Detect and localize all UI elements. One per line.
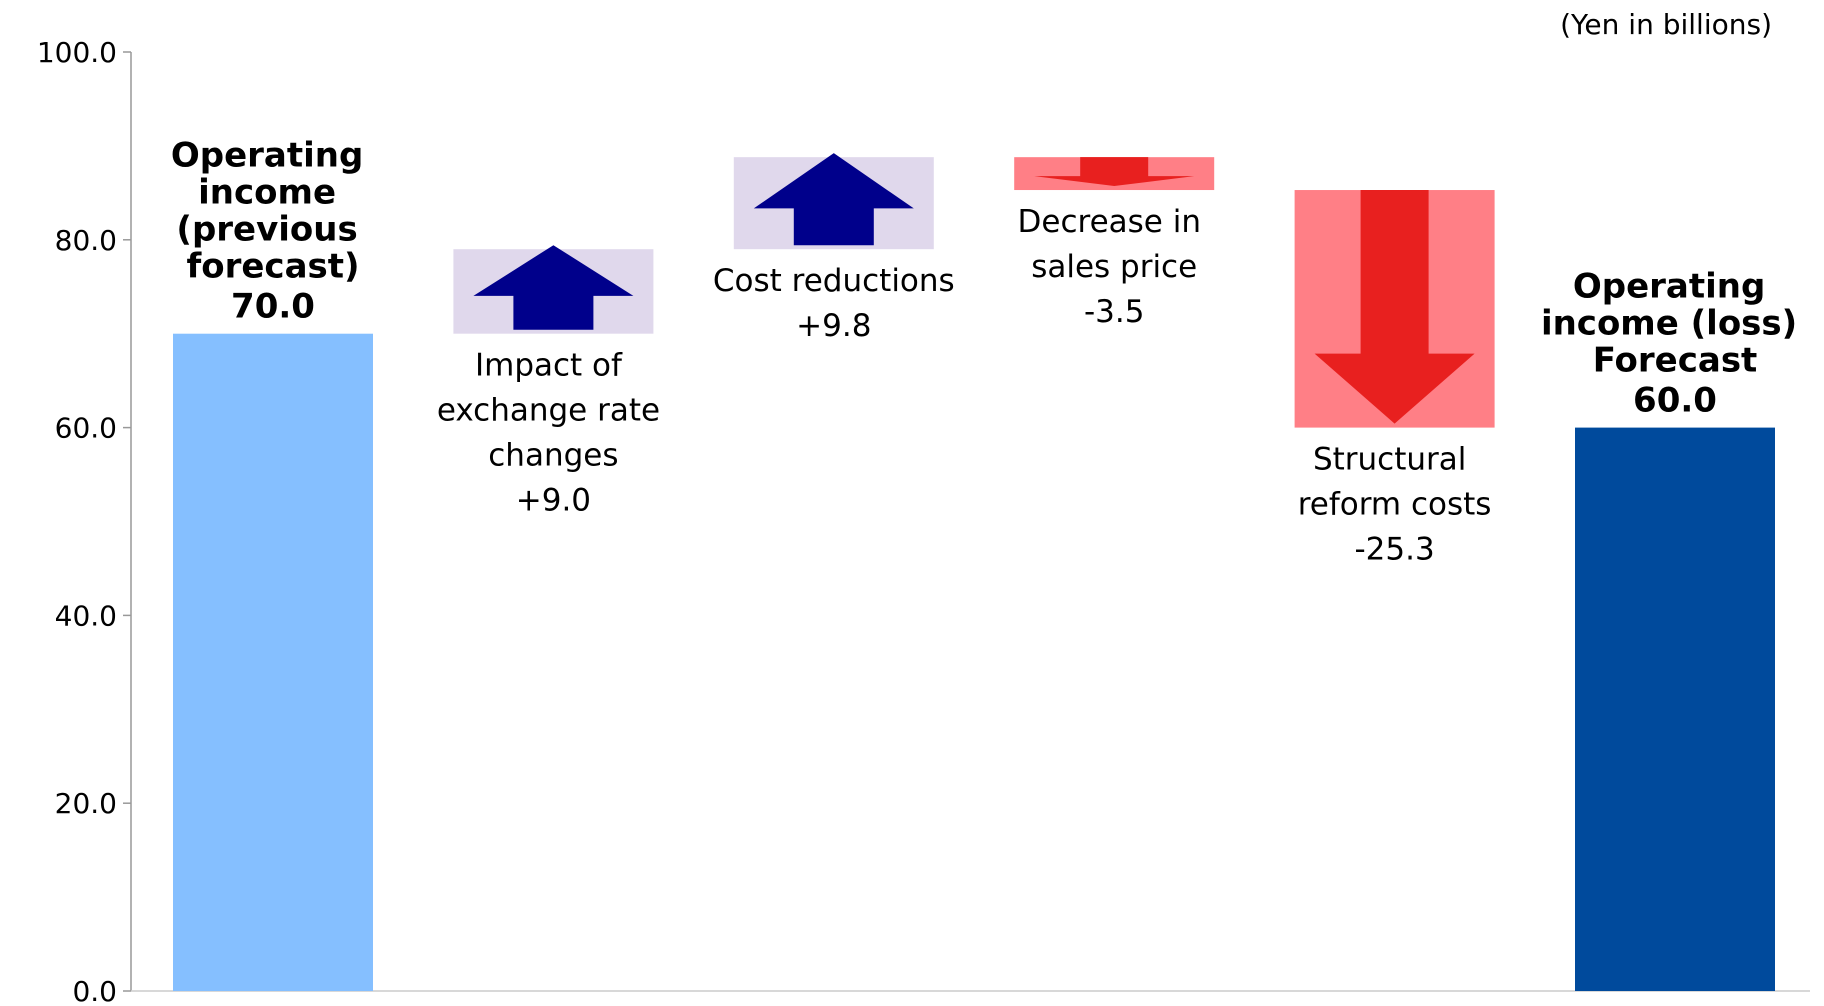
category-label: Structural reform costs (1298, 442, 1492, 523)
value-label: 60.0 (1633, 381, 1717, 421)
unit-label: (Yen in billions) (1560, 8, 1772, 41)
value-label: -25.3 (1354, 532, 1434, 568)
down-arrow (1314, 190, 1475, 424)
value-label: 70.0 (231, 287, 315, 327)
value-label: +9.8 (796, 308, 871, 344)
category-label: Cost reductions (713, 263, 955, 299)
total-bar (173, 333, 373, 991)
y-tick-label: 100.0 (37, 36, 117, 69)
category-label: Impact of exchange rate changes (437, 348, 670, 474)
value-label: +9.0 (516, 483, 591, 519)
y-tick-label: 60.0 (55, 412, 117, 445)
total-bar (1575, 427, 1775, 992)
category-label: Operating income (loss) Forecast (1541, 267, 1809, 381)
y-tick-label: 40.0 (55, 599, 117, 632)
category-label: Operating income (previous forecast) (171, 136, 375, 287)
up-arrow (473, 245, 634, 330)
value-label: -3.5 (1084, 294, 1145, 330)
up-arrow (753, 153, 914, 246)
y-tick-label: 0.0 (72, 975, 117, 1006)
category-label: Decrease in sales price (1018, 204, 1211, 285)
down-arrow (1034, 157, 1195, 187)
y-tick-label: 80.0 (55, 224, 117, 257)
y-tick-label: 20.0 (55, 787, 117, 820)
